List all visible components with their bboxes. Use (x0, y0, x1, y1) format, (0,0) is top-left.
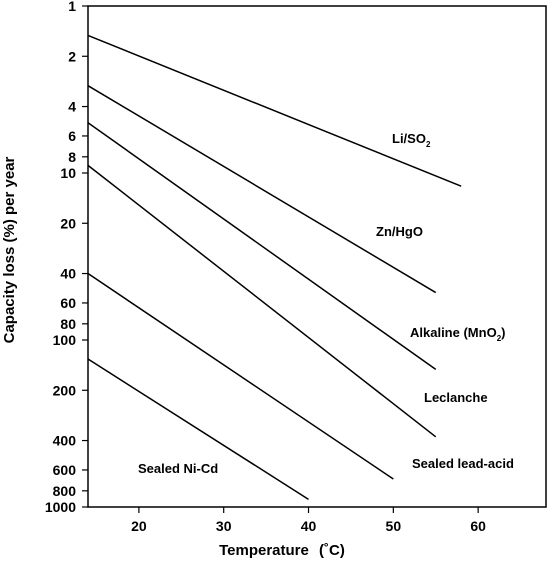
y-axis-title: Capacity loss (%) per year (1, 156, 18, 343)
y-tick-label: 80 (60, 316, 76, 332)
series-label-2: Zn/HgO (376, 224, 423, 239)
series-lines (87, 34, 462, 500)
y-tick-label: 40 (60, 266, 76, 282)
series-line-2 (87, 85, 437, 294)
plot-frame (87, 5, 547, 508)
y-tick-label: 600 (53, 462, 77, 478)
y-tick-label: 800 (53, 483, 77, 499)
y-tick-label: 10 (60, 165, 76, 181)
series-line-3 (87, 122, 437, 371)
series-label-5: Sealed lead-acid (412, 456, 514, 471)
series-label-4: Leclanche (424, 390, 488, 405)
y-tick-label: 100 (53, 332, 77, 348)
series-line-4 (87, 164, 437, 438)
x-tick-label: 60 (470, 518, 486, 534)
y-tick-label: 60 (60, 295, 76, 311)
y-tick-label: 1 (68, 0, 76, 14)
series-label-1: Li/SO2 (392, 131, 431, 149)
y-tick-label: 6 (68, 128, 76, 144)
x-axis-title-unit: (˚C) (319, 542, 345, 559)
series-labels: Li/SO2 Zn/HgO Alkaline (MnO2) Leclanche Seal… (138, 131, 514, 476)
x-tick-label: 30 (216, 518, 232, 534)
y-tick-label: 200 (53, 382, 77, 398)
series-line-1 (87, 34, 462, 187)
series-label-6: Sealed Ni-Cd (138, 461, 218, 476)
y-tick-label: 4 (68, 99, 76, 115)
x-tick-label: 40 (301, 518, 317, 534)
y-tick-label: 8 (68, 149, 76, 165)
series-line-5 (87, 272, 394, 480)
y-tick-label: 1000 (45, 499, 76, 515)
y-tick-label: 20 (60, 215, 76, 231)
plot-area-border (87, 5, 547, 508)
y-tick-label: 2 (68, 48, 76, 64)
x-tick-label: 20 (131, 518, 147, 534)
x-axis-title-text: Temperature (219, 542, 309, 559)
x-tick-label: 50 (386, 518, 402, 534)
x-axis: 20 30 40 50 60 (131, 507, 486, 534)
y-tick-label: 400 (53, 433, 77, 449)
x-axis-title: Temperature (˚C) (219, 542, 345, 559)
series-label-3: Alkaline (MnO2) (410, 325, 505, 343)
series-line-6 (87, 358, 309, 500)
